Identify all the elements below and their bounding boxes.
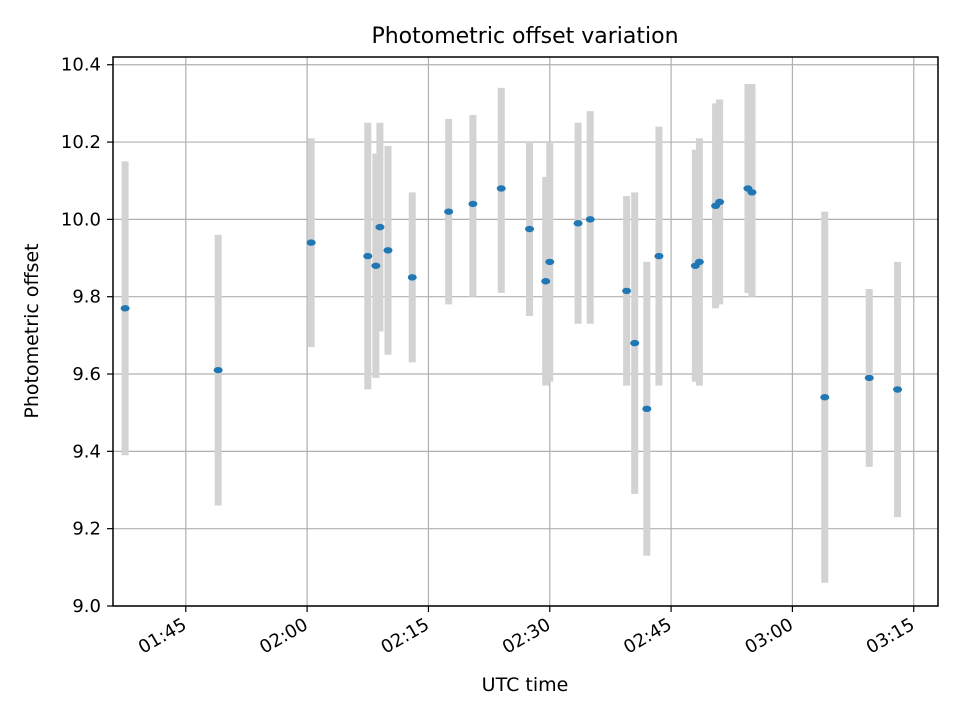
data-point — [715, 198, 725, 206]
y-axis-label: Photometric offset — [21, 243, 43, 418]
data-point — [496, 185, 506, 192]
y-tick-label: 9.8 — [72, 287, 101, 308]
data-point — [820, 394, 830, 401]
x-axis-label: UTC time — [482, 674, 569, 696]
data-point — [375, 223, 385, 231]
data-point — [573, 220, 583, 227]
data-point — [630, 339, 640, 347]
data-point — [864, 374, 874, 382]
y-tick-label: 10.2 — [61, 132, 101, 153]
y-tick-label: 9.0 — [72, 596, 101, 617]
data-point — [747, 189, 757, 196]
data-point — [622, 287, 632, 295]
data-point — [642, 405, 652, 413]
data-point — [893, 386, 903, 393]
data-point — [541, 278, 551, 285]
grid — [113, 57, 938, 607]
data-point — [525, 225, 535, 233]
y-axis-ticks: 9.0 9.2 9.4 9.6 9.8 10.0 10.2 10.4 — [61, 55, 113, 617]
data-point — [363, 252, 373, 260]
data-point — [120, 305, 130, 312]
data-points — [120, 185, 903, 413]
y-tick-label: 10.0 — [61, 209, 101, 230]
data-point — [545, 258, 555, 266]
y-tick-label: 9.4 — [72, 441, 101, 462]
y-tick-label: 9.6 — [72, 364, 101, 385]
data-point — [694, 258, 704, 266]
data-point — [383, 247, 393, 254]
data-point — [585, 216, 595, 223]
y-tick-label: 10.4 — [61, 55, 101, 76]
plot-frame — [112, 56, 939, 607]
y-tick-label: 9.2 — [72, 519, 101, 540]
data-point — [468, 200, 478, 208]
data-point — [654, 252, 664, 260]
data-point — [407, 274, 417, 281]
data-point — [306, 239, 316, 246]
chart-title: Photometric offset variation — [371, 24, 678, 49]
data-point — [213, 366, 223, 374]
data-point — [444, 208, 454, 215]
data-point — [371, 262, 381, 269]
